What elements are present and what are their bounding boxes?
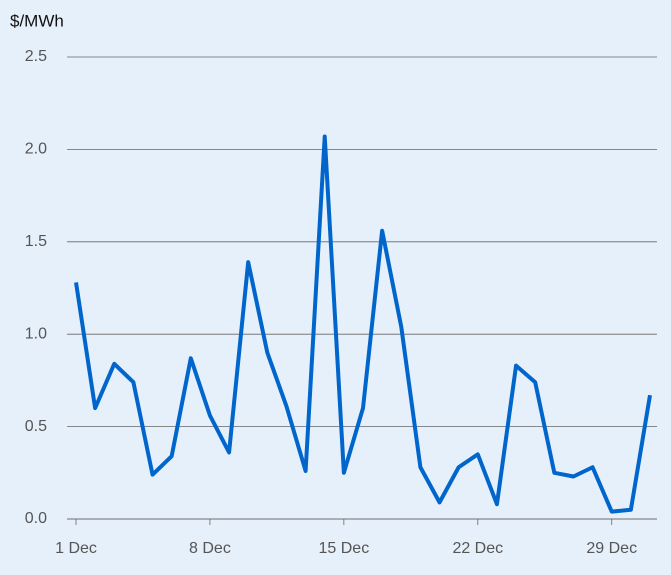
line-series xyxy=(74,134,652,514)
y-tick-label: 0.0 xyxy=(25,510,47,527)
y-axis-label: $/MWh xyxy=(10,11,64,30)
y-tick-label: 2.0 xyxy=(25,141,47,158)
x-tick-label: 1 Dec xyxy=(55,540,97,557)
x-tick-label: 29 Dec xyxy=(586,540,637,557)
y-tick-label: 1.5 xyxy=(25,233,47,250)
y-tick-label: 2.5 xyxy=(25,48,47,65)
y-tick-label: 1.0 xyxy=(25,325,47,342)
y-tick-label: 0.5 xyxy=(25,418,47,435)
x-tick-label: 22 Dec xyxy=(452,540,503,557)
x-tick-label: 15 Dec xyxy=(319,540,370,557)
x-tick-label: 8 Dec xyxy=(189,540,231,557)
